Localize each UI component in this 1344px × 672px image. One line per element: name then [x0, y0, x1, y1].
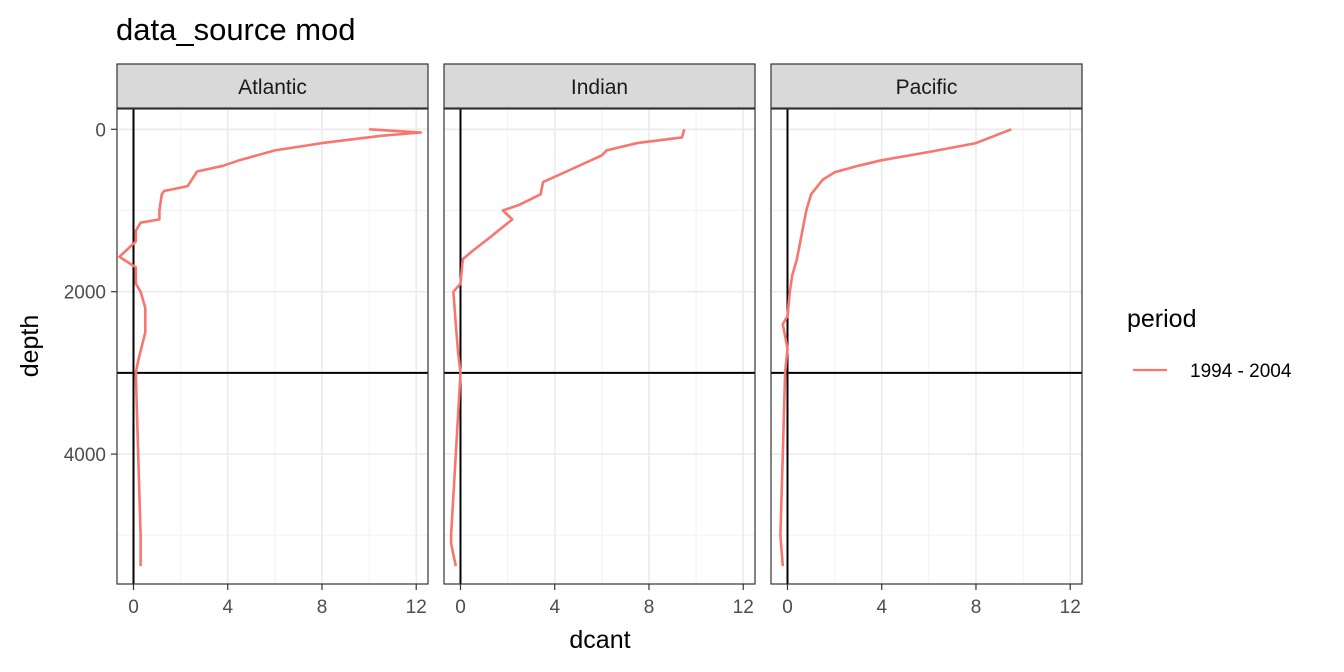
chart-title: data_source mod: [116, 12, 356, 47]
x-tick-label: 4: [549, 597, 560, 618]
panel-border: [116, 108, 429, 585]
facet-strip-label: Atlantic: [238, 76, 307, 99]
series-line-pacific: [779, 128, 1012, 567]
y-tick-label: 4000: [64, 445, 106, 466]
facet-strip-label: Indian: [571, 76, 628, 99]
facet-panel-atlantic: Atlantic 0 4 8 12 0 2000 4000: [64, 63, 429, 618]
x-tick-label: 8: [971, 597, 982, 618]
panel-background: [771, 109, 1082, 584]
facet-strip: [443, 63, 756, 109]
facet-panel-indian: Indian 0 4 8 12: [443, 63, 756, 618]
x-tick-label: 12: [406, 597, 427, 618]
y-tick-label: 2000: [64, 283, 106, 304]
panel-border: [443, 108, 756, 585]
facet-strip-label: Pacific: [896, 76, 958, 99]
x-tick-label: 8: [644, 597, 655, 618]
x-tick-label: 0: [455, 597, 466, 618]
y-axis-title: depth: [16, 315, 44, 378]
facet-strip: [770, 63, 1083, 109]
series-line-indian: [449, 128, 686, 567]
legend-title: period: [1127, 305, 1197, 333]
x-axis-title: dcant: [569, 626, 630, 654]
panel-background: [117, 109, 428, 584]
y-tick-label: 0: [95, 120, 106, 141]
x-tick-label: 4: [222, 597, 233, 618]
facet-strip: [116, 63, 429, 109]
panel-background: [444, 109, 755, 584]
series-line-atlantic: [118, 128, 423, 567]
x-tick-label: 0: [128, 597, 139, 618]
x-tick-label: 12: [733, 597, 754, 618]
x-tick-label: 8: [317, 597, 328, 618]
legend: period 1994 - 2004: [1127, 305, 1292, 382]
x-tick-label: 4: [876, 597, 887, 618]
x-tick-label: 12: [1060, 597, 1081, 618]
facet-panel-pacific: Pacific 0 4 8 12: [770, 63, 1083, 618]
legend-label: 1994 - 2004: [1190, 361, 1292, 382]
panel-border: [770, 108, 1083, 585]
x-tick-label: 0: [782, 597, 793, 618]
